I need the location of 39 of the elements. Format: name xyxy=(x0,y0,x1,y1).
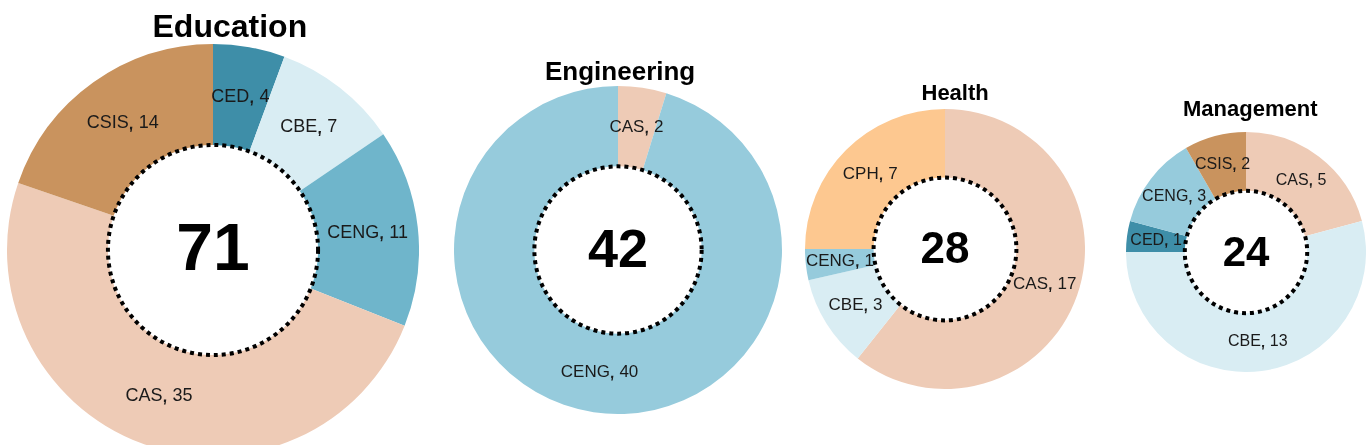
text: 42 xyxy=(587,217,649,278)
data-label: 1 xyxy=(864,250,875,270)
slice-label: CSIS xyxy=(86,112,129,133)
data-label: 5 xyxy=(1317,170,1327,188)
chart-title: Engineering xyxy=(545,56,696,87)
slice-label: CPH xyxy=(842,163,879,183)
data-label: 2 xyxy=(1241,154,1251,172)
slice-label: CENG xyxy=(327,221,380,242)
chart-title: Management xyxy=(1183,96,1318,122)
slice-label: CAS xyxy=(609,117,645,137)
data-label: 1 xyxy=(1173,230,1183,248)
slice-label: CENG xyxy=(1142,187,1189,205)
data-label: 3 xyxy=(1197,187,1207,205)
slice-label: CENG xyxy=(805,250,856,270)
data-label: 11 xyxy=(389,221,408,242)
slice-label: CED xyxy=(1130,230,1165,248)
slice-label: CBE xyxy=(1228,332,1261,350)
text: 28 xyxy=(920,223,970,273)
slice-label: CAS xyxy=(1275,170,1309,188)
slice-label: CENG xyxy=(560,362,610,382)
slice-label: CAS xyxy=(125,384,163,405)
slice-label: CBE xyxy=(280,116,318,137)
data-label: 40 xyxy=(619,362,639,382)
data-label: 13 xyxy=(1269,332,1288,350)
chart-title: Health xyxy=(921,80,989,106)
text: 71 xyxy=(176,210,250,285)
chart-title: Education xyxy=(152,8,308,45)
data-label: 14 xyxy=(138,112,159,133)
slice-label: CAS xyxy=(1013,273,1049,293)
data-label: 35 xyxy=(172,384,193,405)
text: 24 xyxy=(1222,227,1270,275)
data-label: 17 xyxy=(1057,273,1077,293)
data-label: 2 xyxy=(653,117,664,137)
data-label: 7 xyxy=(327,116,338,137)
data-label: 4 xyxy=(259,85,270,106)
slice-label: CBE xyxy=(828,294,864,314)
data-label: 7 xyxy=(888,163,898,183)
data-label: 3 xyxy=(872,294,883,314)
slice-label: CSIS xyxy=(1194,154,1233,172)
